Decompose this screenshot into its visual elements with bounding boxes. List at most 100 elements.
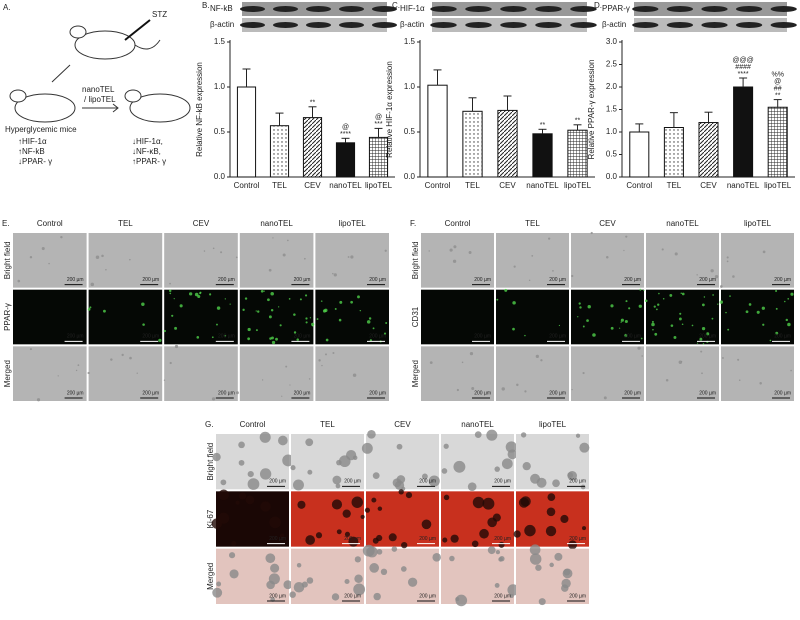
texture: [554, 552, 563, 561]
texture: [265, 553, 276, 564]
texture: [247, 327, 251, 332]
texture: [641, 355, 643, 357]
texture: [492, 513, 501, 522]
scale-bar-label: 200 µm: [218, 277, 235, 283]
micrograph: [13, 289, 87, 345]
micrograph: [88, 289, 163, 345]
texture: [738, 379, 741, 381]
texture: [637, 346, 641, 350]
texture: [297, 500, 306, 509]
significance: **: [775, 92, 781, 99]
micrograph: [239, 346, 314, 401]
texture: [278, 306, 280, 308]
scale-bar-label: 200 µm: [142, 390, 159, 396]
micrograph: [721, 346, 794, 401]
texture: [729, 295, 731, 297]
scale-bar-label: 200 µm: [494, 536, 511, 542]
texture: [442, 537, 448, 543]
texture: [429, 361, 433, 364]
blot-band: [465, 6, 492, 12]
texture: [194, 292, 199, 297]
texture: [567, 472, 574, 478]
texture: [238, 441, 245, 449]
texture: [499, 556, 505, 562]
blot-band: [632, 22, 659, 28]
texture: [657, 303, 660, 306]
x-tick-label: Control: [425, 181, 451, 190]
texture: [367, 429, 376, 439]
scale-bar-label: 200 µm: [294, 390, 311, 396]
y-tick-label: 1.0: [214, 82, 226, 91]
texture: [474, 431, 482, 439]
row-title: Bright field: [206, 443, 215, 481]
scale-bar-label: 200 µm: [549, 390, 566, 396]
texture: [235, 500, 240, 505]
texture: [364, 507, 371, 513]
blot-label: HIF-1α: [400, 4, 425, 13]
texture: [769, 339, 772, 342]
texture: [380, 568, 388, 576]
texture: [610, 304, 614, 308]
before: ↑HIF-1α: [18, 137, 47, 146]
texture: [469, 352, 474, 356]
texture: [279, 533, 285, 538]
arrow: [112, 103, 119, 113]
texture: [443, 443, 449, 449]
mouse-icon: [9, 89, 27, 103]
texture: [531, 255, 534, 257]
scale-bar-label: 200 µm: [474, 390, 491, 396]
column-title: nanoTEL: [666, 219, 699, 228]
texture: [48, 262, 50, 265]
micrograph: [88, 233, 163, 288]
texture: [299, 298, 302, 301]
texture: [293, 313, 296, 316]
texture: [316, 318, 319, 320]
texture: [606, 255, 609, 259]
texture: [787, 322, 791, 327]
texture: [577, 316, 579, 318]
texture: [296, 338, 299, 341]
texture: [257, 310, 260, 313]
texture: [212, 587, 223, 598]
texture: [373, 592, 381, 601]
x-tick-label: lipoTEL: [365, 181, 393, 190]
texture: [696, 274, 698, 276]
texture: [359, 309, 362, 312]
scale-bar-label: 200 µm: [474, 334, 491, 340]
column-title: Control: [37, 219, 63, 228]
column-title: TEL: [118, 219, 133, 228]
model: Hyperglycemic mice: [5, 125, 77, 134]
scale-bar-label: 200 µm: [369, 390, 386, 396]
texture: [453, 460, 466, 473]
texture: [710, 269, 714, 273]
texture: [331, 499, 343, 510]
texture: [680, 360, 683, 363]
texture: [353, 583, 366, 596]
x-tick-label: lipoTEL: [764, 181, 792, 190]
scale-bar-label: 200 µm: [369, 277, 386, 283]
texture: [625, 235, 628, 238]
texture: [60, 235, 63, 239]
texture: [538, 598, 546, 606]
x-tick-label: TEL: [667, 181, 682, 190]
texture: [212, 452, 221, 462]
texture: [400, 566, 407, 572]
texture: [360, 514, 365, 519]
texture: [580, 484, 586, 490]
texture: [229, 552, 236, 559]
texture: [759, 382, 762, 385]
texture: [304, 294, 308, 297]
significance: ##: [774, 85, 782, 92]
texture: [653, 305, 656, 308]
texture: [292, 479, 304, 491]
texture: [703, 296, 706, 298]
texture: [520, 432, 527, 438]
panel-label: F.: [410, 219, 416, 228]
texture: [590, 231, 593, 235]
texture: [369, 339, 373, 342]
texture: [384, 249, 387, 252]
texture: [216, 581, 222, 587]
micrograph: [315, 289, 389, 345]
texture: [467, 482, 477, 492]
